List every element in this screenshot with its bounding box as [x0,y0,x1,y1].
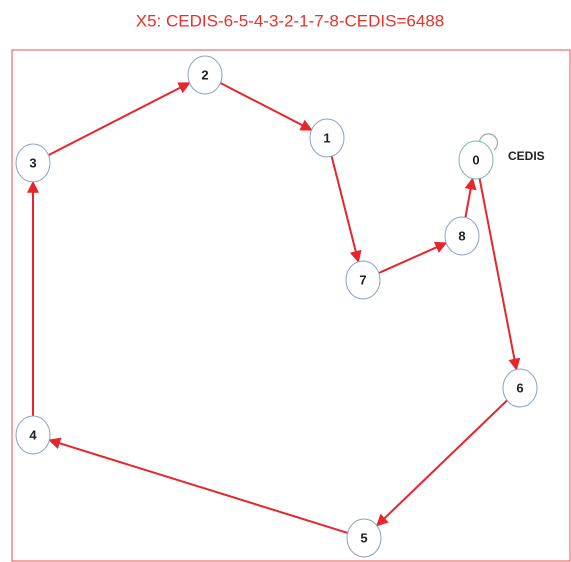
route-edge [48,82,191,156]
node [345,260,381,300]
edges [27,82,521,534]
title: X5: CEDIS-6-5-4-3-2-1-7-8-CEDIS=6488 [136,11,444,30]
node [187,55,223,95]
node-label: 7 [359,272,366,287]
route-edge [376,399,508,527]
frame [11,49,571,562]
node-label: 6 [516,380,523,395]
node-label: 4 [29,427,37,442]
route-edge [330,156,362,263]
node-label: 2 [201,67,208,82]
node [444,216,480,256]
node-label: 8 [458,228,465,243]
route-edge [48,437,348,534]
node-label: 3 [29,155,36,170]
node [309,118,345,158]
nodes: 0 1 2 3 4 5 6 7 8 [15,55,538,558]
node-label: 0 [472,152,479,167]
node [15,415,51,455]
node [15,143,51,183]
node [458,140,494,180]
route-edge [378,241,448,274]
route-edge [219,82,313,131]
node [346,518,382,558]
node [502,368,538,408]
depot-label: CEDIS [508,149,545,163]
node-label: 1 [323,130,330,145]
route-edge [464,177,477,218]
route-edge [478,178,521,371]
node-label: 5 [360,530,367,545]
